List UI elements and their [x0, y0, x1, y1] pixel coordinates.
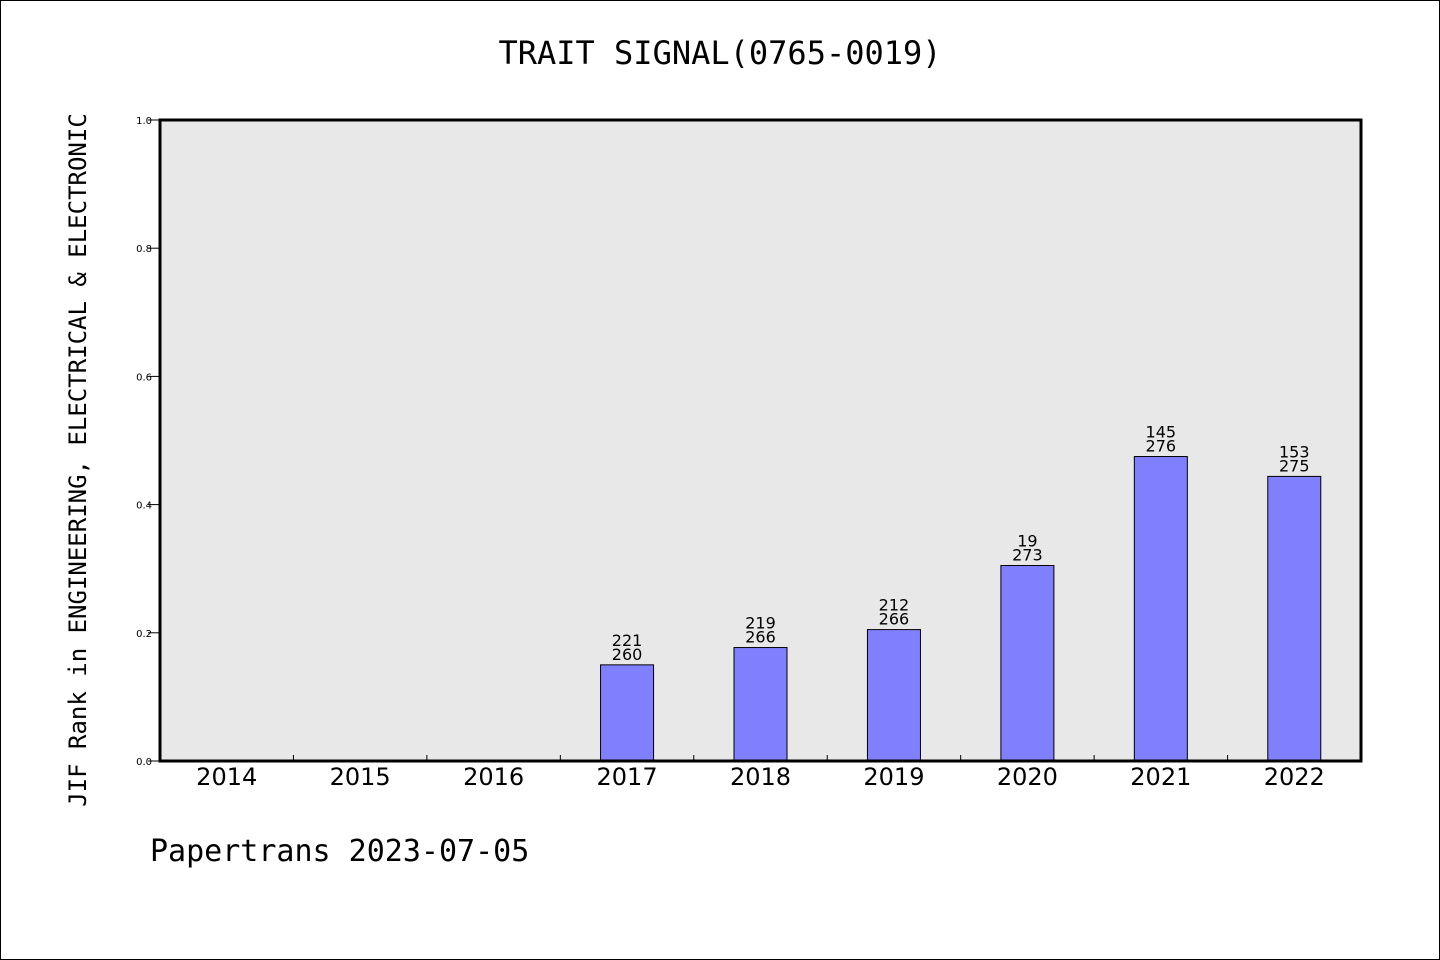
- x-tick-label: 2015: [330, 763, 391, 791]
- bar-label-rank: 221: [612, 631, 643, 650]
- bar-label-rank: 212: [879, 596, 910, 615]
- bar-label-total: 273: [1012, 545, 1043, 564]
- x-ticks-group: 2014 2015 2016 2017 2018 2019 2020 2021 2022: [196, 755, 1325, 791]
- chart-title: TRAIT SIGNAL(0765-0019): [498, 34, 942, 72]
- bar: [600, 664, 655, 762]
- bar-label-rank: 19: [1017, 531, 1037, 550]
- bar: [1267, 475, 1322, 762]
- x-tick-label: 2022: [1264, 763, 1325, 791]
- bar-label-rank: 153: [1279, 442, 1310, 461]
- bar: [733, 647, 788, 762]
- bar-label-total: 260: [612, 645, 643, 664]
- bar-label-rank: 219: [745, 614, 776, 633]
- bar-label-total: 276: [1146, 437, 1177, 456]
- x-tick-label: 2018: [730, 763, 791, 791]
- bar: [1133, 456, 1188, 762]
- y-tick-label: 1.0: [136, 116, 152, 127]
- bar-label-total: 275: [1279, 456, 1310, 475]
- x-tick-label: 2020: [997, 763, 1058, 791]
- bar-label-total: 266: [879, 610, 910, 629]
- y-ticks-group: 0.0 0.2 0.4 0.6 0.8 1.0: [136, 116, 160, 768]
- x-tick-label: 2017: [597, 763, 658, 791]
- x-tick-label: 2014: [196, 763, 257, 791]
- x-tick-label: 2016: [463, 763, 524, 791]
- y-tick-label: 0.8: [136, 244, 152, 255]
- bar-label-rank: 145: [1146, 423, 1177, 442]
- bar: [1000, 564, 1055, 762]
- y-tick-label: 0.4: [136, 501, 152, 512]
- y-tick-label: 0.0: [136, 757, 152, 768]
- y-tick-label: 0.6: [136, 372, 152, 383]
- footer-caption: Papertrans 2023-07-05: [150, 834, 530, 869]
- bar-label-total: 266: [745, 628, 776, 647]
- x-tick-label: 2021: [1130, 763, 1191, 791]
- y-tick-label: 0.2: [136, 629, 152, 640]
- plot-border: [158, 118, 1363, 763]
- bar: [866, 629, 921, 762]
- x-tick-label: 2019: [863, 763, 924, 791]
